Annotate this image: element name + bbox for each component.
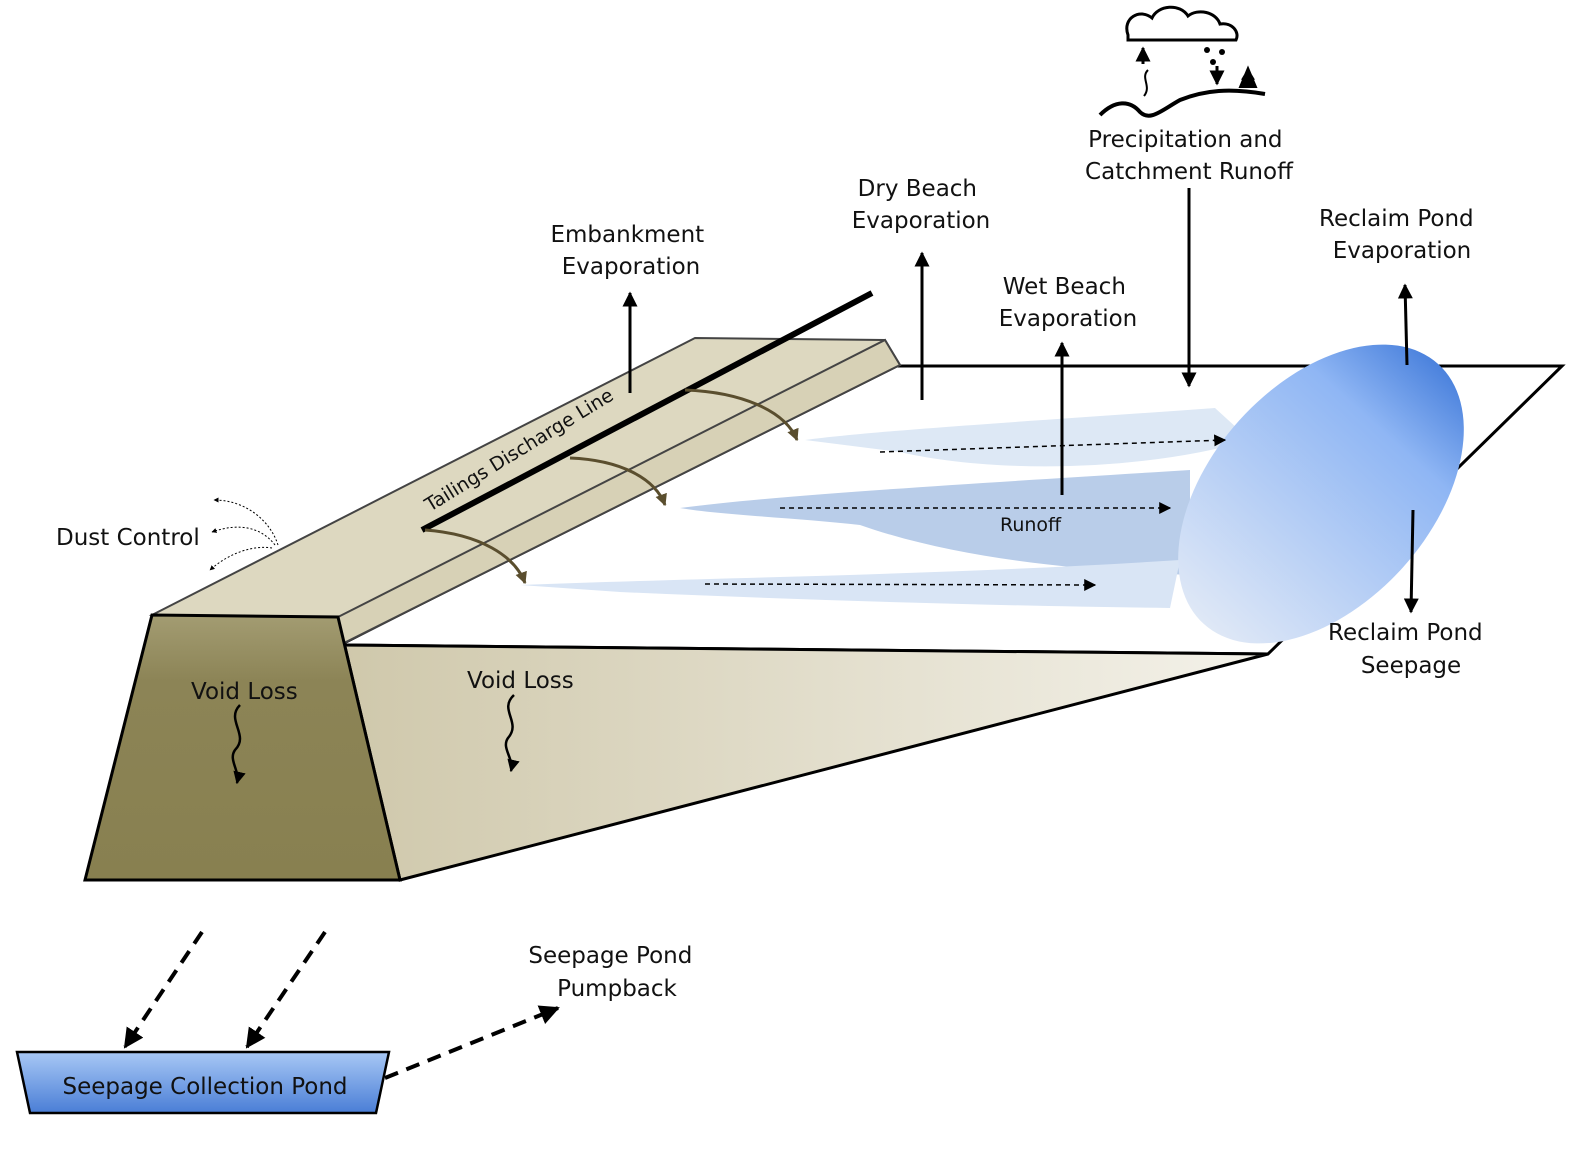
reclaim-pond [1178, 344, 1464, 644]
basin-wall [336, 616, 1269, 882]
reclaim-pond-evap-arrow [1397, 283, 1413, 366]
seepage-arrow-2 [245, 930, 327, 1049]
discharge-spigot-1 [684, 388, 799, 442]
dust-control-label: Dust Control [56, 525, 200, 551]
precipitation-label: Precipitation and Catchment Runoff [1085, 127, 1294, 185]
dry-beach-evap-label: Dry Beach Evaporation [852, 176, 991, 234]
void-loss-embankment-arrow [231, 704, 246, 785]
void-loss-embankment-label: Void Loss [191, 679, 298, 705]
tailings-discharge-line [420, 290, 874, 533]
runoff-arrow-upper [879, 434, 1227, 453]
pumpback-arrow [384, 1005, 560, 1080]
runoff-label: Runoff [1000, 514, 1062, 536]
dust-control-arc-1 [213, 497, 279, 546]
weather-cycle-icon [1098, 5, 1266, 118]
embankment-evap-label: Embankment Evaporation [551, 222, 712, 280]
seepage-collection-pond-label: Seepage Collection Pond [62, 1074, 347, 1100]
discharge-spigot-2 [569, 456, 667, 507]
runoff-arrow-lower [704, 578, 1097, 591]
void-loss-basin-arrow [504, 694, 520, 773]
void-loss-basin-label: Void Loss [467, 668, 574, 694]
dust-control-arc-2 [211, 526, 276, 546]
reclaim-pond-seepage-label: Reclaim Pond Seepage [1328, 620, 1490, 679]
wet-beach-evap-label: Wet Beach Evaporation [999, 274, 1138, 332]
reclaim-pond-evap-label: Reclaim Pond Evaporation [1319, 206, 1481, 264]
seepage-pond-pumpback-label: Seepage Pond Pumpback [528, 943, 699, 1002]
seepage-collection-pond [15, 1050, 391, 1115]
water-sheet-middle [680, 470, 1190, 575]
dust-control-arc-3 [209, 546, 273, 571]
water-sheet-upper [805, 408, 1250, 467]
seepage-arrow-1 [123, 930, 204, 1049]
embankment-front [83, 613, 402, 882]
reclaim-pond-seepage-arrow [1403, 509, 1419, 614]
discharge-spigot-3 [424, 528, 527, 585]
